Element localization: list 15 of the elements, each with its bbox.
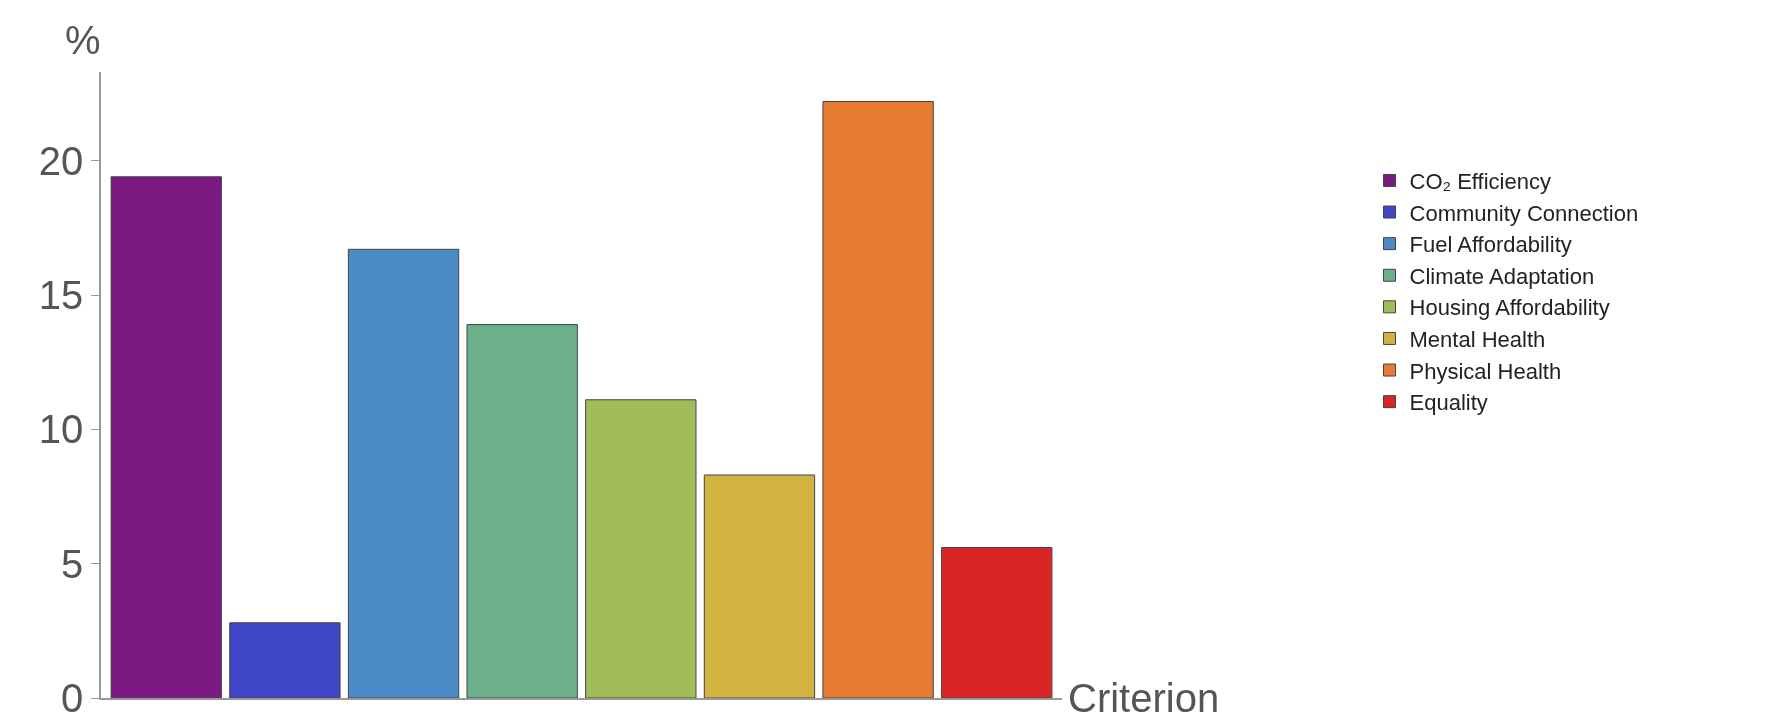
y-tick-label: 10 [38, 407, 84, 452]
legend-label: Mental Health [1409, 327, 1546, 353]
legend-label: Housing Affordability [1409, 295, 1610, 321]
y-tick-label: 0 [61, 676, 84, 720]
legend-label: Fuel Affordability [1409, 232, 1572, 258]
legend-label: Community Connection [1409, 200, 1639, 226]
legend-label: Equality [1409, 390, 1488, 416]
y-axis-title: % [65, 18, 101, 62]
y-tick-label: 20 [38, 138, 84, 183]
legend-label: Climate Adaptation [1409, 263, 1595, 289]
y-tick-label: 5 [61, 541, 84, 586]
x-axis-title: Criterion [1068, 676, 1220, 720]
legend-label: CO₂ Efficiency [1409, 169, 1551, 195]
legend-label: Physical Health [1409, 358, 1562, 384]
y-tick-label: 15 [38, 273, 84, 317]
